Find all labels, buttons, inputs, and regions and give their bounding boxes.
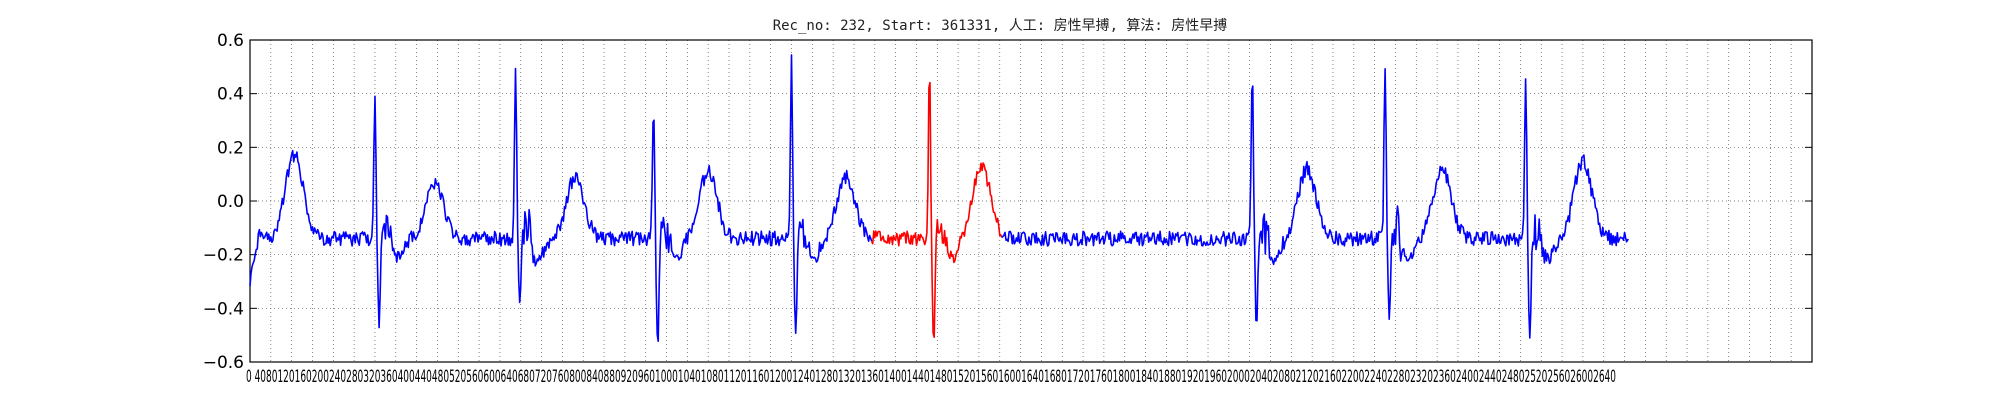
y-tick-label: 0.2 — [217, 138, 244, 158]
y-tick-label: 0.6 — [217, 31, 244, 51]
y-tick-label: 0.0 — [217, 192, 244, 212]
grid — [250, 40, 1812, 362]
y-tick-label: −0.6 — [203, 353, 244, 373]
ecg-segment — [1002, 69, 1629, 338]
y-tick-label: 0.4 — [217, 85, 244, 105]
y-tick-label: −0.2 — [203, 246, 244, 266]
ecg-series — [250, 55, 1629, 341]
y-tick-label: −0.4 — [203, 299, 244, 319]
ecg-highlight-segment — [872, 83, 1002, 338]
x-axis-tick-labels: 0 40801201602002402803203604004404805205… — [246, 367, 1616, 387]
ecg-segment — [250, 55, 872, 341]
chart-title: Rec_no: 232, Start: 361331, 人工: 房性早搏, 算法… — [773, 17, 1228, 34]
